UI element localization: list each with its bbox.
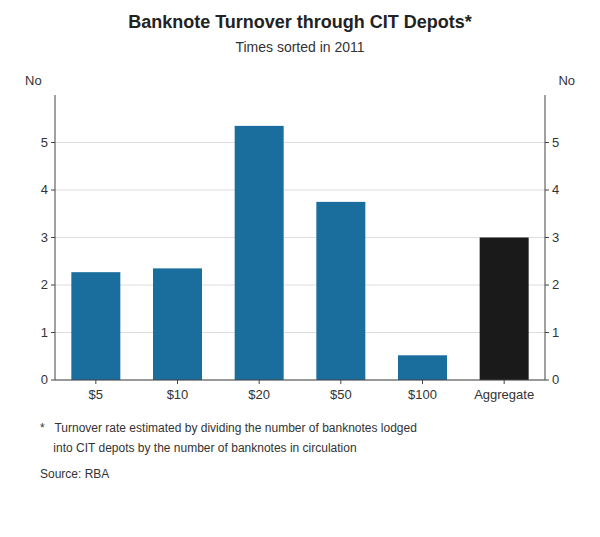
y2-tick-label: 4 bbox=[552, 182, 559, 197]
footnote: into CIT depots by the number of banknot… bbox=[40, 441, 357, 455]
title: Banknote Turnover through CIT Depots* bbox=[128, 12, 472, 32]
y-tick bbox=[51, 285, 55, 286]
bars bbox=[71, 126, 528, 380]
y-tick bbox=[51, 332, 55, 333]
grid-line bbox=[55, 190, 545, 191]
grid-line bbox=[55, 142, 545, 143]
y-tick-label: 0 bbox=[41, 372, 48, 387]
footnote: Source: RBA bbox=[40, 467, 109, 481]
y2-tick bbox=[545, 285, 549, 286]
grid bbox=[55, 143, 545, 381]
y-tick bbox=[51, 237, 55, 238]
x-tick-label: Aggregate bbox=[474, 387, 534, 402]
bar bbox=[71, 272, 120, 380]
x-tick-label: $5 bbox=[89, 387, 103, 402]
y-tick-label: 5 bbox=[41, 135, 48, 150]
x-tick bbox=[259, 380, 260, 384]
y2-tick-label: 3 bbox=[552, 230, 559, 245]
x-axis-line bbox=[55, 380, 545, 381]
y2-tick-label: 1 bbox=[552, 325, 559, 340]
y-tick-label: 3 bbox=[41, 230, 48, 245]
y2-tick-label: 2 bbox=[552, 277, 559, 292]
x-tick-label: $100 bbox=[408, 387, 437, 402]
x-tick bbox=[340, 380, 341, 384]
y2-tick-label: 5 bbox=[552, 135, 559, 150]
footnote: * Turnover rate estimated by dividing th… bbox=[40, 421, 417, 435]
x-tick bbox=[95, 380, 96, 384]
y-tick bbox=[51, 142, 55, 143]
grid-line bbox=[55, 237, 545, 238]
x-tick bbox=[422, 380, 423, 384]
bar bbox=[480, 238, 529, 381]
bar bbox=[153, 268, 202, 380]
chart: Banknote Turnover through CIT Depots* Tim… bbox=[0, 0, 600, 537]
y-tick-label: 2 bbox=[41, 277, 48, 292]
y2-tick bbox=[545, 380, 549, 381]
y-axis-label: No bbox=[25, 73, 42, 88]
x-tick-label: $20 bbox=[248, 387, 270, 402]
x-tick bbox=[504, 380, 505, 384]
bar bbox=[398, 355, 447, 380]
y2-tick bbox=[545, 332, 549, 333]
x-tick bbox=[177, 380, 178, 384]
y2-tick bbox=[545, 190, 549, 191]
grid-line bbox=[55, 380, 545, 381]
bar bbox=[316, 202, 365, 380]
x-tick-label: $50 bbox=[330, 387, 352, 402]
y-tick bbox=[51, 380, 55, 381]
bar bbox=[235, 126, 284, 380]
grid-line bbox=[55, 285, 545, 286]
grid-line bbox=[55, 332, 545, 333]
y-tick-label: 1 bbox=[41, 325, 48, 340]
y-tick-label: 4 bbox=[41, 182, 48, 197]
y2-tick bbox=[545, 237, 549, 238]
y2-tick-label: 0 bbox=[552, 372, 559, 387]
y2-axis-label: No bbox=[558, 73, 575, 88]
subtitle: Times sorted in 2011 bbox=[235, 39, 364, 55]
x-tick-label: $10 bbox=[167, 387, 189, 402]
y2-tick bbox=[545, 142, 549, 143]
axes: 0 1 2 3 4 5 0 1 2 3 4 5 $5 $10 $20 $50 $100 Aggregate bbox=[41, 95, 559, 402]
y-tick bbox=[51, 190, 55, 191]
